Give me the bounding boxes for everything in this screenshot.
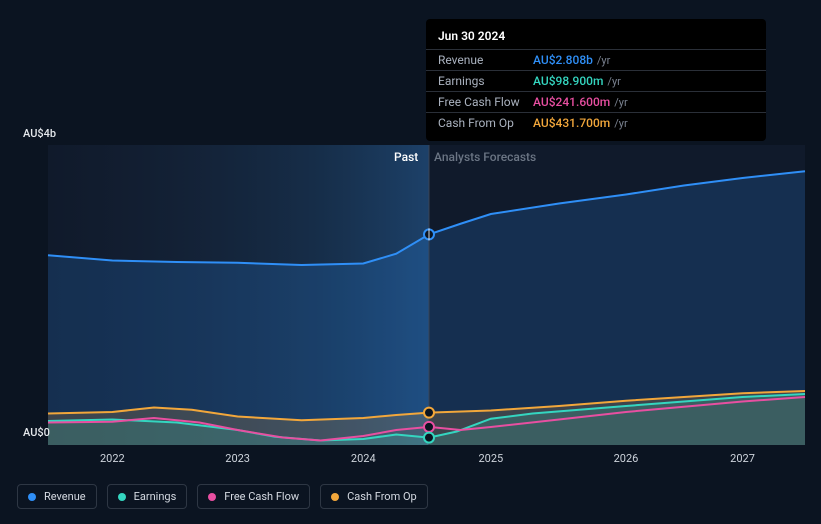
chart-legend: Revenue Earnings Free Cash Flow Cash From O… <box>17 484 428 509</box>
financial-chart: AU$4b AU$0 Past Analysts Forecasts 2022 2… <box>0 0 821 524</box>
legend-item-free-cash-flow[interactable]: Free Cash Flow <box>197 484 310 509</box>
section-forecast-label: Analysts Forecasts <box>434 150 536 164</box>
x-tick: 2023 <box>225 452 250 465</box>
tooltip-date: Jun 30 2024 <box>426 27 766 49</box>
tooltip-metric-label: Free Cash Flow <box>438 95 533 109</box>
tooltip-row: Free Cash FlowAU$241.600m/yr <box>426 91 766 112</box>
legend-swatch <box>331 493 339 501</box>
legend-label: Revenue <box>44 490 86 503</box>
tooltip-metric-value: AU$241.600m <box>533 95 610 109</box>
legend-label: Cash From Op <box>347 490 417 503</box>
x-tick: 2022 <box>100 452 125 465</box>
legend-label: Free Cash Flow <box>224 490 299 503</box>
tooltip-metric-label: Cash From Op <box>438 116 533 130</box>
tooltip-metric-unit: /yr <box>614 96 627 109</box>
x-tick: 2025 <box>478 452 503 465</box>
data-tooltip: Jun 30 2024 RevenueAU$2.808b/yrEarningsA… <box>426 19 766 141</box>
legend-swatch <box>208 493 216 501</box>
legend-swatch <box>118 493 126 501</box>
tooltip-metric-value: AU$98.900m <box>533 74 603 88</box>
tooltip-metric-value: AU$431.700m <box>533 116 610 130</box>
tooltip-row: EarningsAU$98.900m/yr <box>426 70 766 91</box>
legend-item-cash-from-op[interactable]: Cash From Op <box>320 484 428 509</box>
tooltip-metric-label: Revenue <box>438 53 533 67</box>
tooltip-metric-label: Earnings <box>438 74 533 88</box>
x-tick: 2024 <box>351 452 376 465</box>
y-axis-top-label: AU$4b <box>23 127 56 140</box>
legend-item-revenue[interactable]: Revenue <box>17 484 97 509</box>
y-axis-bottom-label: AU$0 <box>23 426 50 439</box>
tooltip-row: RevenueAU$2.808b/yr <box>426 49 766 70</box>
legend-label: Earnings <box>134 490 177 503</box>
tooltip-metric-unit: /yr <box>607 75 620 88</box>
x-tick: 2026 <box>614 452 639 465</box>
tooltip-metric-unit: /yr <box>597 54 610 67</box>
legend-swatch <box>28 493 36 501</box>
section-past-label: Past <box>394 150 418 164</box>
tooltip-metric-value: AU$2.808b <box>533 53 593 67</box>
tooltip-row: Cash From OpAU$431.700m/yr <box>426 112 766 133</box>
tooltip-metric-unit: /yr <box>614 117 627 130</box>
x-tick: 2027 <box>730 452 755 465</box>
legend-item-earnings[interactable]: Earnings <box>107 484 188 509</box>
